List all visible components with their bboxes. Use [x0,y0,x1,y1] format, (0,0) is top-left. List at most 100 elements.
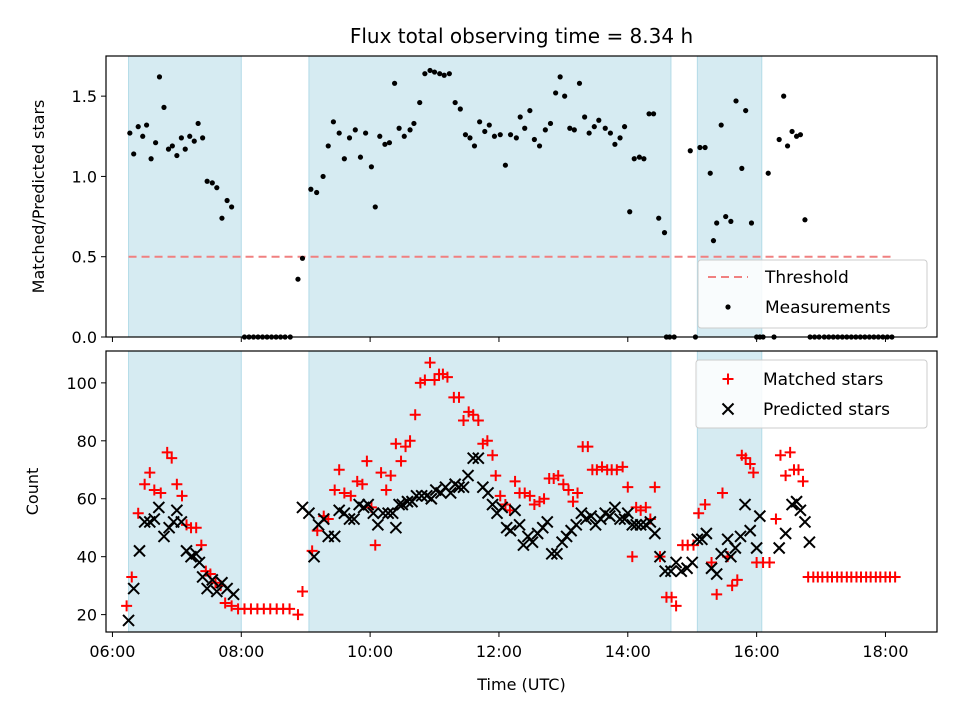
measurement-point [219,215,225,221]
measurement-point [607,130,613,136]
predicted-star-point [138,515,151,529]
predicted-star-point [724,550,738,563]
predicted-star-point [691,533,704,546]
predicted-star-point [122,614,135,627]
measurement-point [341,156,347,162]
matched-star-point [375,467,387,479]
matched-star-point [552,470,564,482]
matched-star-point [400,441,412,453]
predicted-star-point [644,515,657,529]
x-axis-label: Time (UTC) [476,675,565,694]
predicted-star-point [466,451,480,465]
measurement-point [646,111,652,117]
predicted-star-point [734,530,747,543]
measurement-point [542,127,548,133]
measurement-point [427,67,433,74]
matched-star-point [126,571,138,583]
predicted-star-point [472,451,485,465]
measurement-point [346,135,353,141]
predicted-star-point [545,547,558,560]
predicted-star-point [508,504,522,517]
x-tick-label: 14:00 [605,642,651,661]
legend-matched-label: Matched stars [763,370,883,390]
x-tick-label: 12:00 [476,642,522,661]
predicted-star-point [664,564,678,578]
measurement-point [382,141,388,147]
matched-star-point [726,580,738,592]
matched-star-point [369,539,381,551]
predicted-star-point [461,469,475,482]
matched-star-point [176,490,188,502]
bottom-x-ticks: 06:00 08:00 10:00 12:00 14:00 16:00 18:00 [89,632,909,661]
matched-star-point [226,600,238,612]
measurement-point [656,215,662,221]
predicted-star-point [410,489,423,503]
measurement-point [797,132,804,138]
measurement-point [377,133,383,139]
x-tick-label: 08:00 [218,642,264,661]
matched-star-point [670,600,682,612]
measurement-point [631,156,637,162]
measurement-point [562,93,568,99]
matched-star-point [356,478,368,490]
predicted-star-point [714,547,728,560]
predicted-star-point [798,515,812,529]
predicted-star-point [526,535,539,549]
predicted-star-point [772,541,786,555]
top-legend-box [697,259,928,329]
measurement-point [602,125,608,131]
predicted-star-point [550,547,564,560]
measurement-point [531,136,537,143]
measurement-point [733,98,739,104]
measurement-point [417,99,423,106]
predicted-star-point [415,489,428,503]
predicted-star-point [504,524,517,537]
predicted-star-point [152,501,166,514]
matched-star-point [155,487,167,499]
measurement-point [567,125,573,131]
matched-star-point [333,464,345,476]
matched-star-point [563,484,575,496]
measurement-point [209,180,215,186]
matched-star-point [395,455,407,467]
measurement-point [143,122,150,128]
y-tick-label: 1.0 [72,167,97,186]
predicted-star-point [386,507,399,520]
top-x-ticks [111,337,886,342]
x-tick-label: 10:00 [347,642,393,661]
bottom-axes-frame [105,350,938,633]
measurement-point [497,132,503,138]
predicted-star-point [608,501,622,514]
predicted-star-point [669,556,683,569]
measurement-point [182,146,188,152]
predicted-star-point [376,507,390,520]
matched-star-point [740,452,752,464]
predicted-star-point [371,518,385,532]
matched-star-point [611,464,623,476]
matched-star-point [666,591,678,603]
measurement-point [557,74,563,80]
predicted-star-point [193,556,206,569]
measurement-point [687,148,693,154]
predicted-star-point [148,512,161,526]
measurement-point [617,135,623,141]
matched-star-point [338,487,350,499]
matched-star-point [764,556,776,568]
measurement-point [789,128,795,135]
matched-star-point [441,371,453,383]
measurement-point [576,80,583,86]
predicted-star-point [613,512,627,526]
measurement-point [161,104,167,110]
measurement-point [739,165,745,171]
matched-star-point [699,499,711,511]
legend-threshold-label: Threshold [764,268,849,288]
measurement-point [204,178,210,184]
measurement-point [723,213,729,220]
predicted-star-point [779,527,792,540]
matched-star-point [361,455,373,467]
predicted-star-point [495,501,509,514]
predicted-star-point [157,530,171,543]
measurement-point [391,80,398,86]
predicted-star-point [658,564,672,578]
legend-predicted-label: Predicted stars [763,400,890,420]
